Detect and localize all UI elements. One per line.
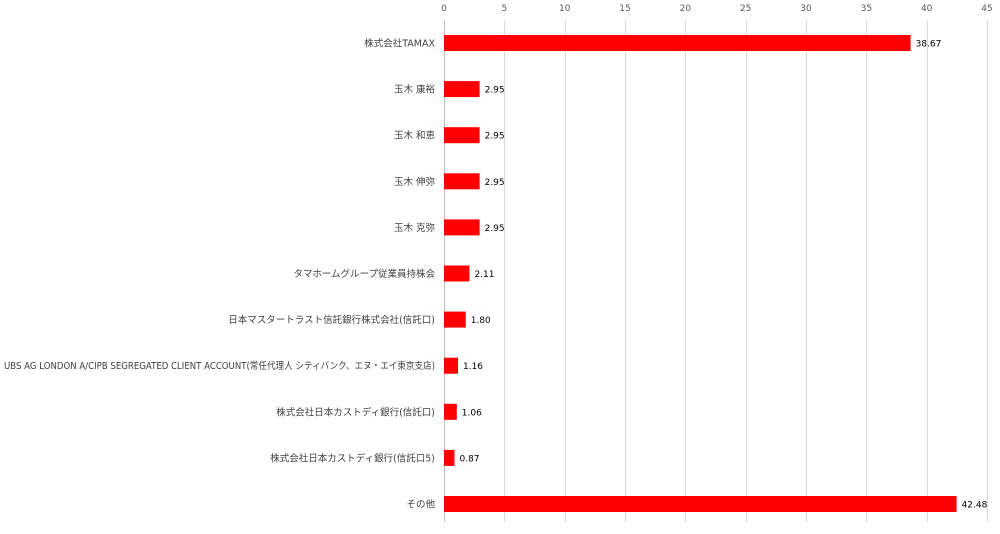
value-labels: 38.67 2.95 2.95 2.95 2.95 2.11 1.80 1.16 1.06 0.8… <box>459 40 987 511</box>
category-label: その他 <box>406 499 435 511</box>
data-label: 2.95 <box>485 132 505 142</box>
x-tick-label: 5 <box>501 4 507 14</box>
data-label: 38.67 <box>916 40 942 50</box>
x-tick-label: 15 <box>619 4 630 14</box>
category-label: 玉木 和恵 <box>394 130 436 142</box>
x-tick-label: 10 <box>559 4 571 14</box>
category-label: 玉木 克弥 <box>394 222 436 234</box>
category-label: 日本マスタートラスト信託銀行株式会社(信託口) <box>228 314 435 326</box>
bar <box>444 357 458 374</box>
category-label: タマホームグループ従業員持株会 <box>293 268 435 280</box>
data-label: 2.95 <box>485 224 505 234</box>
bar <box>444 81 480 98</box>
bar <box>444 496 957 512</box>
data-label: 2.95 <box>485 178 505 188</box>
category-label: 玉木 康裕 <box>394 84 436 96</box>
bar <box>444 127 480 144</box>
data-label: 2.95 <box>485 86 505 96</box>
x-tick-label: 0 <box>441 4 447 14</box>
x-tick-label: 25 <box>740 4 751 14</box>
data-label: 42.48 <box>962 501 988 511</box>
data-label: 0.87 <box>459 454 479 464</box>
category-label: UBS AG LONDON A/CIPB SEGREGATED CLIENT A… <box>4 360 435 372</box>
x-tick-label: 30 <box>800 4 812 14</box>
bar <box>444 219 480 236</box>
bar <box>444 403 457 420</box>
category-label: 株式会社TAMAX <box>364 38 435 50</box>
category-label: 株式会社日本カストディ銀行(信託口) <box>276 406 435 418</box>
x-tick-label: 40 <box>921 4 933 14</box>
x-tick-label: 35 <box>861 4 872 14</box>
bar <box>444 173 480 190</box>
gridlines <box>444 20 988 522</box>
bar <box>444 35 911 51</box>
category-label: 玉木 伸弥 <box>394 176 436 188</box>
data-label: 2.11 <box>474 270 494 280</box>
bar <box>444 449 455 466</box>
data-label: 1.80 <box>471 316 491 326</box>
data-label: 1.16 <box>463 362 483 372</box>
x-tick-label: 20 <box>680 4 692 14</box>
bar <box>444 265 470 282</box>
bars <box>444 35 957 512</box>
bar <box>444 311 466 328</box>
x-tick-label: 45 <box>981 4 992 14</box>
category-label: 株式会社日本カストディ銀行(信託口5) <box>270 452 435 464</box>
data-label: 1.06 <box>462 408 482 418</box>
x-axis-ticks: 0 5 10 15 20 25 30 35 40 45 <box>441 4 993 14</box>
